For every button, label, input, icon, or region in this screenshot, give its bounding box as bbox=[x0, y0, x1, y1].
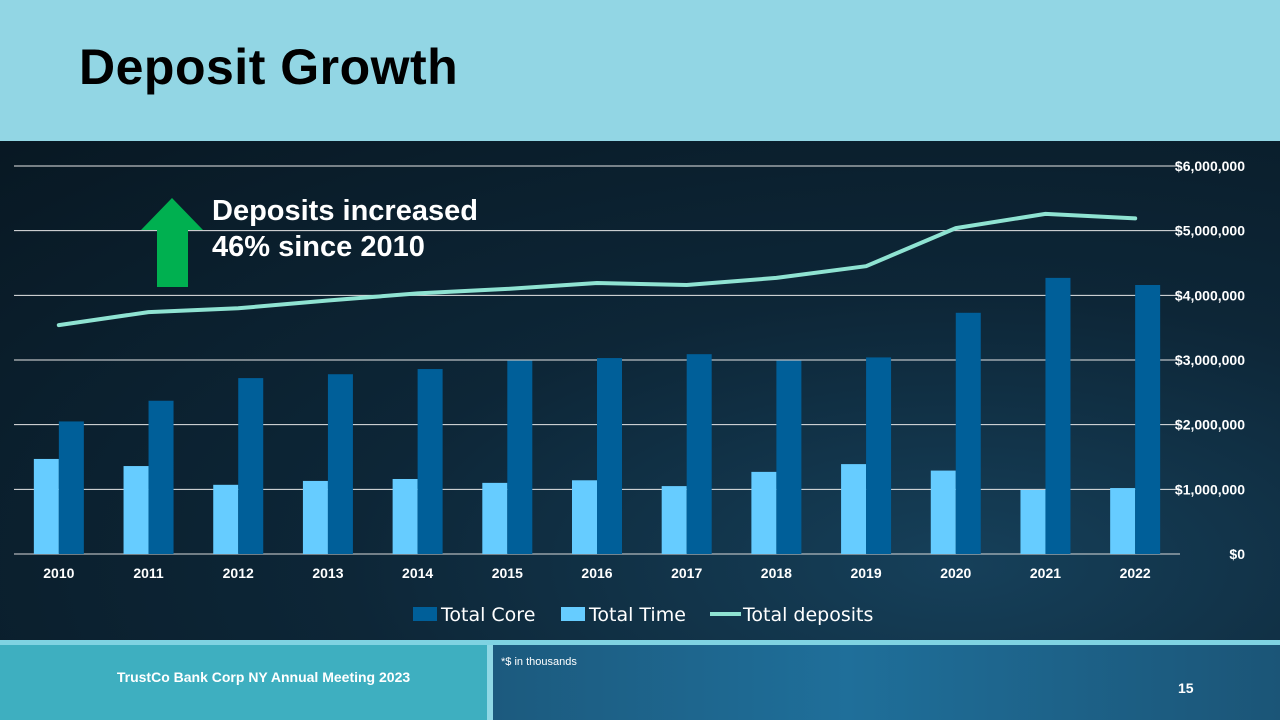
footer-meeting-label: TrustCo Bank Corp NY Annual Meeting 2023 bbox=[116, 669, 411, 685]
header-band bbox=[0, 0, 1280, 141]
y-tick-label: $2,000,000 bbox=[1175, 417, 1245, 433]
legend-label: Total Core bbox=[440, 604, 535, 626]
up-arrow-icon bbox=[141, 198, 203, 287]
bar-total-core bbox=[776, 360, 802, 554]
x-tick-label: 2015 bbox=[492, 565, 523, 581]
bar-total-time bbox=[751, 471, 777, 554]
bar-total-time bbox=[572, 480, 597, 554]
legend-label: Total Time bbox=[588, 604, 686, 626]
y-tick-label: $0 bbox=[1229, 546, 1245, 562]
x-tick-label: 2017 bbox=[671, 565, 702, 581]
bar-total-time bbox=[1110, 488, 1136, 554]
legend-swatch bbox=[413, 607, 437, 621]
y-tick-label: $6,000,000 bbox=[1175, 158, 1245, 174]
x-tick-label: 2021 bbox=[1030, 565, 1061, 581]
bar-total-time bbox=[482, 482, 508, 554]
y-tick-label: $1,000,000 bbox=[1175, 481, 1245, 497]
x-tick-label: 2016 bbox=[581, 565, 612, 581]
bar-total-core bbox=[507, 360, 533, 554]
x-tick-label: 2019 bbox=[850, 565, 881, 581]
x-tick-label: 2020 bbox=[940, 565, 971, 581]
bar-total-core bbox=[686, 354, 712, 554]
x-tick-label: 2011 bbox=[133, 565, 164, 581]
callout-line-1: Deposits increased bbox=[212, 195, 478, 227]
bar-total-core bbox=[866, 357, 892, 554]
x-tick-label: 2014 bbox=[402, 565, 433, 581]
bar-total-time bbox=[841, 464, 867, 554]
page-number: 15 bbox=[1178, 680, 1194, 696]
bar-total-core bbox=[58, 421, 84, 554]
bar-total-core bbox=[1135, 284, 1161, 554]
bar-total-time bbox=[213, 484, 239, 554]
legend-swatch bbox=[561, 607, 585, 621]
bar-total-time bbox=[302, 480, 328, 554]
footer-rule bbox=[0, 640, 1280, 645]
y-tick-label: $5,000,000 bbox=[1175, 223, 1245, 239]
y-tick-label: $4,000,000 bbox=[1175, 287, 1245, 303]
bar-total-time bbox=[33, 458, 59, 554]
bar-total-time bbox=[1020, 489, 1046, 554]
line-total-deposits bbox=[56, 211, 1138, 328]
x-tick-label: 2013 bbox=[312, 565, 343, 581]
x-tick-label: 2012 bbox=[223, 565, 254, 581]
bar-total-time bbox=[392, 478, 418, 554]
bar-total-core bbox=[417, 369, 443, 554]
bar-total-core bbox=[1045, 277, 1071, 554]
x-tick-label: 2010 bbox=[43, 565, 74, 581]
bar-total-time bbox=[930, 470, 956, 554]
slide-title: Deposit Growth bbox=[79, 39, 459, 95]
bar-total-core bbox=[238, 378, 264, 554]
bar-total-time bbox=[661, 486, 687, 554]
growth-callout: Deposits increased 46% since 2010 bbox=[212, 193, 478, 265]
footer-right-panel bbox=[493, 645, 1280, 720]
callout-line-2: 46% since 2010 bbox=[212, 231, 425, 263]
bar-total-core bbox=[955, 312, 981, 554]
deposit-chart: $0 $1,000,000 $2,000,000 $3,000,000 $4,000,0… bbox=[14, 158, 1245, 626]
bar-total-core bbox=[148, 400, 174, 554]
footer-left-panel bbox=[0, 645, 487, 720]
legend-label: Total deposits bbox=[742, 604, 873, 626]
bar-total-core bbox=[597, 358, 622, 554]
y-tick-label: $3,000,000 bbox=[1175, 352, 1245, 368]
x-tick-label: 2018 bbox=[761, 565, 792, 581]
bar-total-time bbox=[123, 466, 149, 554]
footnote: *$ in thousands bbox=[501, 656, 577, 668]
x-tick-label: 2022 bbox=[1120, 565, 1151, 581]
footer-divider bbox=[487, 645, 493, 720]
bar-total-core bbox=[327, 374, 353, 554]
